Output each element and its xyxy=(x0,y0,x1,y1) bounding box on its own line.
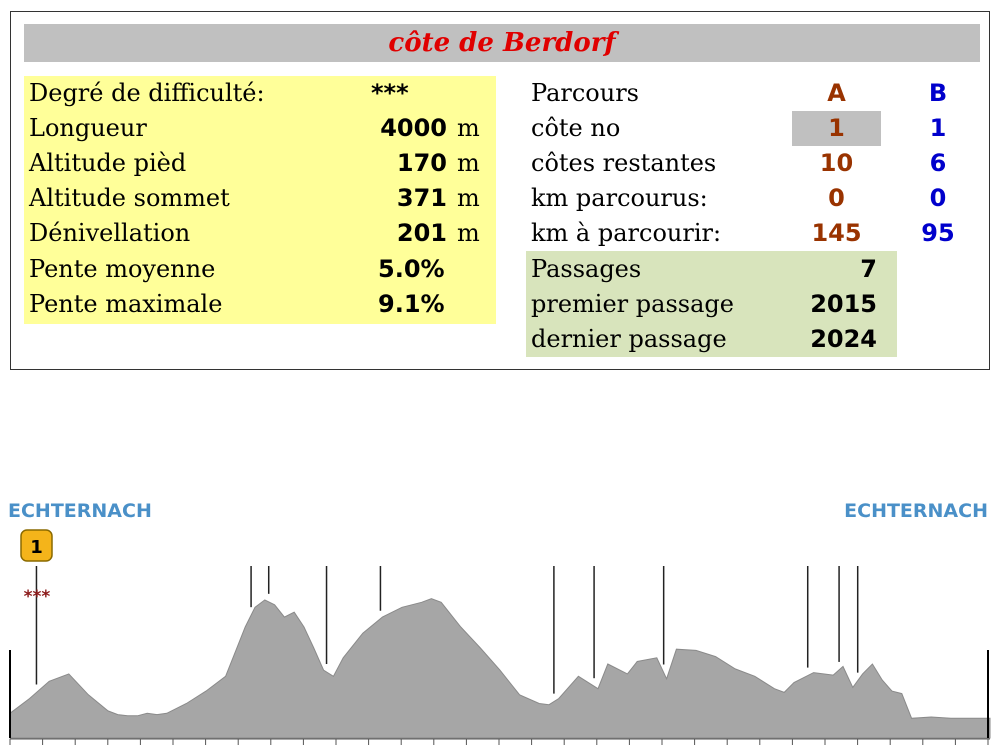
km-done-b: 0 xyxy=(929,184,947,212)
climb-stars: *** xyxy=(24,587,51,607)
first-passage-value: 2015 xyxy=(810,290,877,318)
climb-stats-area xyxy=(24,76,496,324)
passages-label: Passages xyxy=(531,255,642,283)
length-value: 4000 xyxy=(380,114,447,142)
climb-title: côte de Berdorf xyxy=(24,24,980,62)
km-done-a: 0 xyxy=(828,184,845,212)
remaining-climbs-b: 6 xyxy=(929,149,947,177)
passages-value: 7 xyxy=(860,255,877,283)
max-slope-value: 9.1% xyxy=(378,290,445,318)
km-done-label: km parcourus: xyxy=(531,184,708,212)
elevation-profile-area xyxy=(9,598,991,739)
altitude-foot-unit: m xyxy=(457,149,480,177)
km-remaining-label: km à parcourir: xyxy=(531,219,722,247)
elevation-gain-label: Dénivellation xyxy=(29,219,191,247)
length-unit: m xyxy=(457,114,480,142)
climb-info-panel: côte de Berdorf Degré de difficulté: ***… xyxy=(10,11,990,370)
start-town-label: ECHTERNACH xyxy=(8,500,152,522)
elevation-gain-unit: m xyxy=(457,219,480,247)
last-passage-value: 2024 xyxy=(810,325,877,353)
altitude-foot-value: 170 xyxy=(396,149,447,177)
remaining-climbs-label: côtes restantes xyxy=(531,149,717,177)
max-slope-label: Pente maximale xyxy=(29,290,223,318)
km-ticks xyxy=(9,739,989,745)
passages-area xyxy=(526,251,897,357)
current-climb-highlight xyxy=(792,111,881,146)
finish-town-label: ECHTERNACH xyxy=(844,500,988,522)
climb-number-a: 1 xyxy=(828,114,845,142)
climb-number-label: côte no xyxy=(531,114,621,142)
length-label: Longueur xyxy=(29,114,147,142)
avg-slope-value: 5.0% xyxy=(378,255,445,283)
altitude-foot-label: Altitude pièd xyxy=(29,149,187,177)
km-remaining-a: 145 xyxy=(811,219,862,247)
altitude-summit-value: 371 xyxy=(396,184,447,212)
first-passage-label: premier passage xyxy=(531,290,734,318)
difficulty-label: Degré de difficulté: xyxy=(29,79,265,107)
climb-badge-number: 1 xyxy=(30,537,43,558)
route-b-header: B xyxy=(928,79,948,107)
route-label: Parcours xyxy=(531,79,639,107)
climb-badge xyxy=(20,529,53,562)
climb-markers xyxy=(35,566,859,694)
km-remaining-b: 95 xyxy=(921,219,955,247)
altitude-summit-label: Altitude sommet xyxy=(29,184,230,212)
route-a-header: A xyxy=(827,79,846,107)
last-passage-label: dernier passage xyxy=(531,325,727,353)
elevation-profile-chart: ECHTERNACH ECHTERNACH 1 *** xyxy=(8,500,991,745)
altitude-summit-unit: m xyxy=(457,184,480,212)
remaining-climbs-a: 10 xyxy=(819,149,854,177)
elevation-gain-value: 201 xyxy=(396,219,447,247)
difficulty-value: *** xyxy=(371,79,409,107)
avg-slope-label: Pente moyenne xyxy=(29,255,216,283)
climb-number-b: 1 xyxy=(929,114,947,142)
